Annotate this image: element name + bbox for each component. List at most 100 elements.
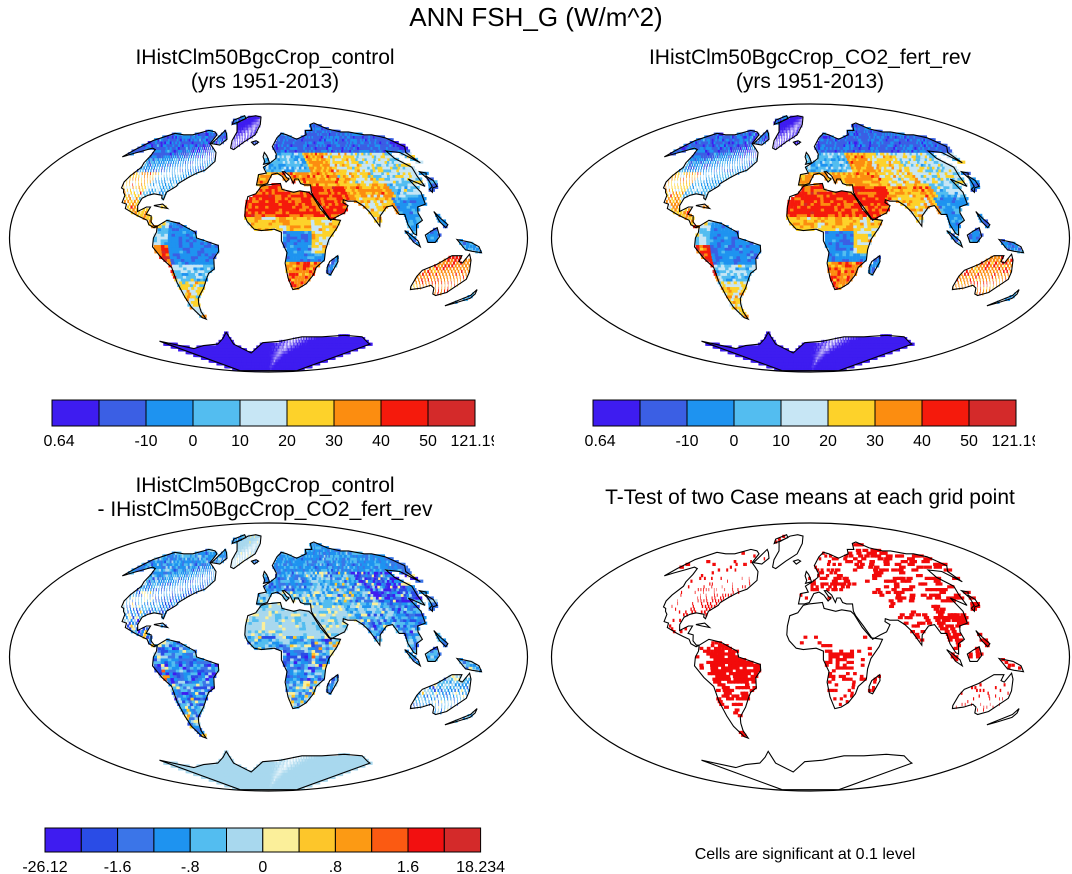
grid-cell <box>301 272 306 276</box>
grid-cell <box>195 166 196 170</box>
grid-cell <box>316 166 322 170</box>
grid-cell <box>300 236 305 240</box>
map-border <box>8 103 529 373</box>
grid-cell <box>385 188 392 192</box>
grid-cell <box>445 261 449 265</box>
grid-cell <box>193 233 197 237</box>
grid-cell <box>204 253 209 257</box>
grid-cell <box>274 197 279 201</box>
panel-title-ttest-line1: T-Test of two Case means at each grid po… <box>605 486 1015 509</box>
grid-cell <box>192 275 198 279</box>
grid-cell <box>261 213 266 218</box>
grid-cell <box>314 255 318 260</box>
grid-cell <box>307 219 312 223</box>
grid-cell <box>296 253 301 257</box>
grid-cell <box>354 183 360 187</box>
grid-cell <box>293 239 298 243</box>
grid-cell <box>187 146 191 150</box>
grid-cell <box>332 180 337 184</box>
grid-cell <box>184 163 186 167</box>
grid-cell <box>147 163 149 167</box>
grid-cell <box>182 244 187 248</box>
grid-cell <box>298 337 299 341</box>
grid-cell <box>190 157 192 162</box>
grid-cell <box>307 199 313 204</box>
grid-cell <box>302 208 307 212</box>
grid-cell <box>303 194 308 198</box>
grid-cell <box>221 138 224 142</box>
grid-cell <box>809 367 811 372</box>
grid-cell <box>248 132 249 136</box>
grid-cell <box>291 152 296 156</box>
grid-cell <box>316 339 319 344</box>
grid-cell <box>268 365 270 369</box>
grid-cell <box>308 155 313 159</box>
grid-cell <box>337 337 341 341</box>
grid-cell <box>268 345 271 349</box>
grid-cell <box>171 227 176 232</box>
grid-cell <box>312 342 315 346</box>
grid-cell <box>161 157 164 162</box>
grid-cell <box>178 236 183 240</box>
grid-cell <box>389 185 396 190</box>
grid-cell <box>173 258 179 262</box>
grid-cell <box>327 337 331 341</box>
grid-cell <box>164 230 169 234</box>
grid-cell <box>172 225 176 229</box>
grid-cell <box>197 155 199 159</box>
grid-cell <box>374 202 381 206</box>
grid-cell <box>307 250 312 254</box>
grid-cell <box>167 146 171 150</box>
grid-cell <box>244 213 248 218</box>
grid-cell <box>352 180 358 184</box>
grid-cell <box>334 213 339 218</box>
grid-cell <box>200 152 202 156</box>
grid-cell <box>286 225 291 229</box>
grid-cell <box>191 281 197 285</box>
grid-cell <box>329 205 334 209</box>
grid-cell <box>271 205 276 209</box>
grid-cell <box>154 247 159 251</box>
grid-cell <box>402 211 408 215</box>
grid-cell <box>239 132 241 136</box>
grid-cell <box>434 278 436 282</box>
grid-cell <box>195 138 199 142</box>
grid-cell <box>207 138 211 142</box>
grid-cell <box>260 177 264 181</box>
grid-cell <box>341 202 347 206</box>
grid-cell <box>245 124 247 128</box>
grid-cell <box>196 244 201 248</box>
grid-cell <box>323 188 329 192</box>
grid-cell <box>251 208 256 212</box>
grid-cell <box>160 236 165 240</box>
grid-cell <box>381 202 387 206</box>
grid-cell <box>174 155 177 159</box>
coastline-baffin <box>210 129 228 146</box>
grid-cell <box>142 216 146 220</box>
grid-cell <box>299 211 304 215</box>
grid-cell <box>285 205 290 209</box>
grid-cell <box>265 353 268 358</box>
grid-cell <box>294 345 297 349</box>
grid-cell <box>434 281 436 285</box>
grid-cell <box>166 157 169 162</box>
grid-cell <box>254 208 259 212</box>
grid-cell <box>272 359 274 363</box>
grid-cell <box>130 205 133 209</box>
grid-cell <box>152 191 155 195</box>
grid-cell <box>277 348 279 352</box>
grid-cell <box>169 177 171 181</box>
grid-cell <box>431 183 438 187</box>
grid-cell <box>359 197 365 201</box>
grid-cell <box>313 342 316 346</box>
grid-cell <box>274 342 276 346</box>
grid-cell <box>185 157 187 162</box>
grid-cell <box>380 208 386 212</box>
grid-cell <box>276 138 280 142</box>
grid-cell <box>427 269 430 274</box>
grid-cell <box>391 202 397 206</box>
grid-cell <box>235 138 237 142</box>
grid-cell <box>208 255 213 260</box>
grid-cell <box>240 132 242 136</box>
grid-cell <box>163 258 169 262</box>
